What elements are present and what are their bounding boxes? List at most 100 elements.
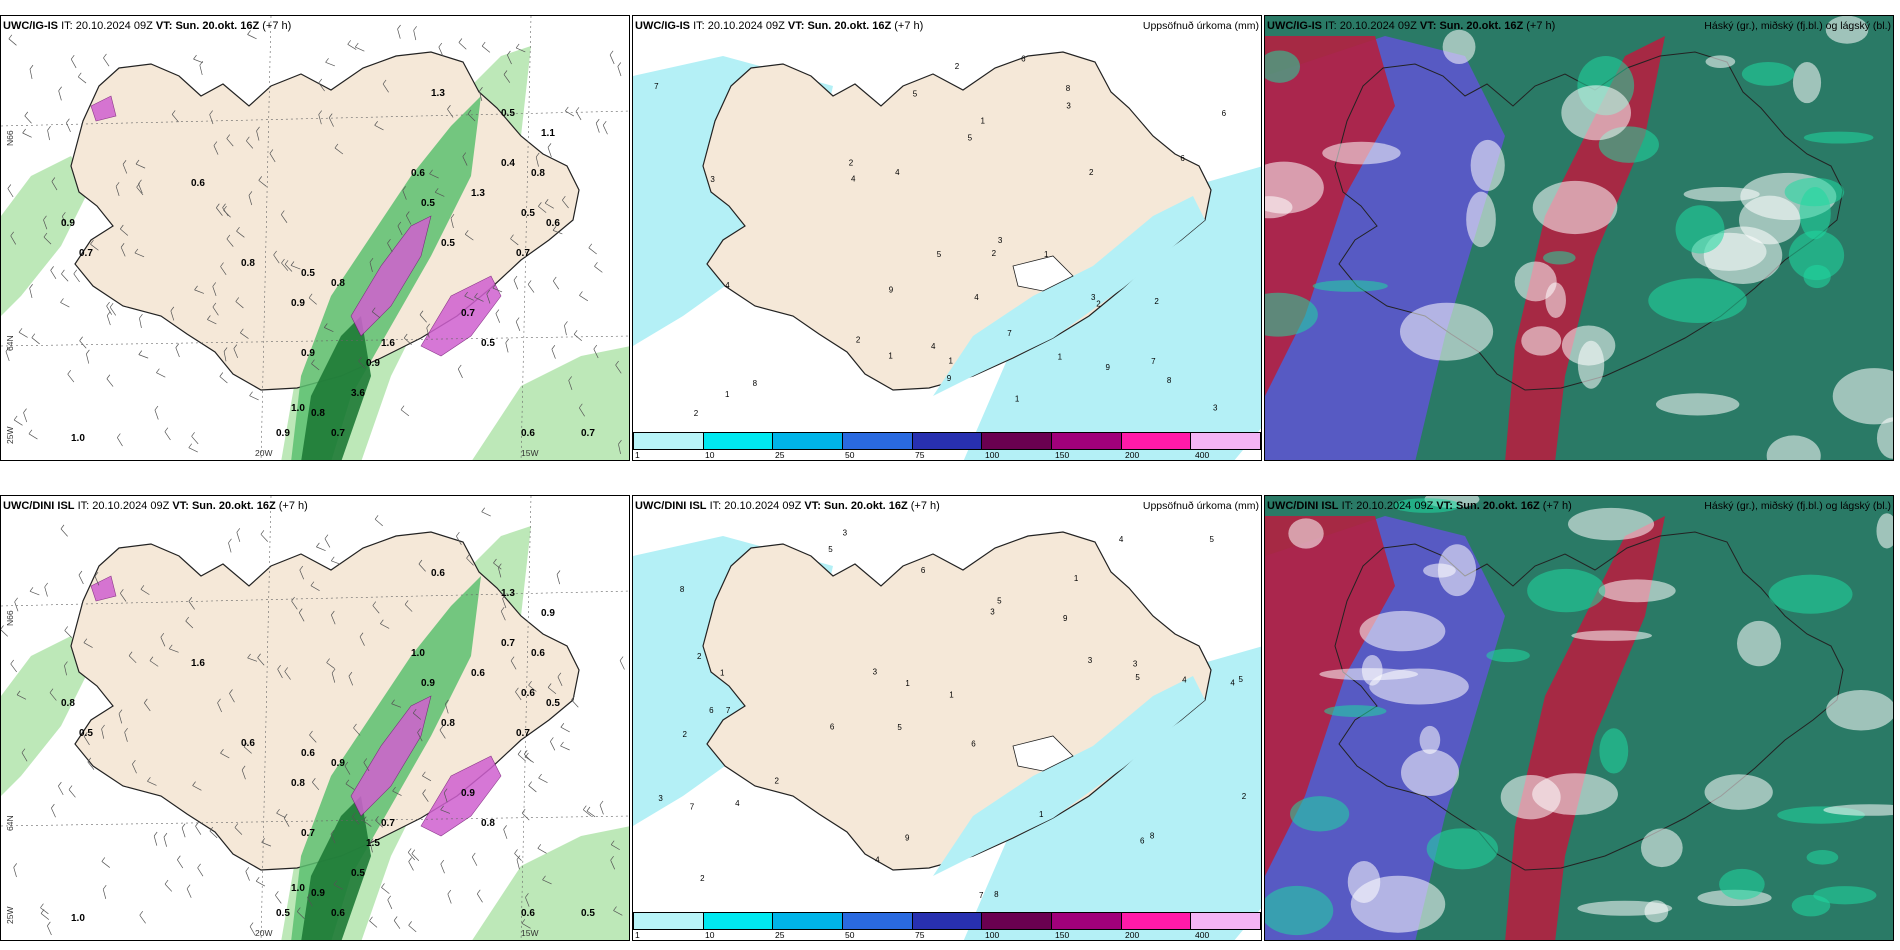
wind-barb xyxy=(372,605,380,614)
wind-barb-flag xyxy=(411,849,416,854)
wind-barb xyxy=(248,195,253,206)
wind-barb xyxy=(325,61,336,67)
wind-barb xyxy=(344,765,351,775)
wind-barb-flag xyxy=(351,812,356,818)
wind-barb xyxy=(283,817,290,827)
wind-barb xyxy=(207,319,217,325)
wind-barb-flag xyxy=(310,581,315,586)
cloud-patch xyxy=(1319,668,1419,681)
cloud-patch xyxy=(1288,518,1324,549)
wind-barb xyxy=(397,225,403,236)
wind-precip-map[interactable]: 1.0 0.9 0.7 0.6 0.8 0.5 1.1 0.4 1.3 0.6 0.5 0.5 1.6 3… xyxy=(1,16,630,461)
wind-barb xyxy=(94,576,100,586)
wind-barb xyxy=(281,262,289,271)
lon-label: 20W xyxy=(255,928,273,938)
wind-barb xyxy=(73,273,80,283)
wind-barb xyxy=(369,920,378,928)
wind-barb-flag xyxy=(586,806,591,812)
wind-barb-flag xyxy=(136,182,140,188)
precip-value-label: 4 xyxy=(1230,678,1235,687)
precip-value-label: 2 xyxy=(700,874,705,883)
wind-barb xyxy=(21,752,28,762)
precip-value-label: 0.6 xyxy=(521,908,535,919)
high-cloud-area xyxy=(1505,516,1665,940)
cloud-patch xyxy=(1799,187,1831,240)
precip-value-label: 0.6 xyxy=(331,908,345,919)
wind-barb-flag xyxy=(28,429,33,435)
wind-barb-flag xyxy=(500,606,505,612)
wind-barb xyxy=(140,589,150,595)
wind-precip-map[interactable]: 1.0 0.8 0.5 1.6 0.6 0.6 0.9 0.7 0.6 1.0 0.9 0.8 0.7 0… xyxy=(1,496,630,941)
panel-bot-right: UWC/DINI ISL IT: 20.10.2024 09Z VT: Sun.… xyxy=(1264,495,1894,941)
cloud-patch xyxy=(1470,139,1505,191)
wind-barb xyxy=(220,266,227,276)
wind-barb-flag xyxy=(564,321,568,326)
colorbar-tick-label: 400 xyxy=(1195,450,1210,460)
precip-value-label: 2 xyxy=(697,652,702,661)
wind-barb xyxy=(29,591,40,596)
wind-barb-flag xyxy=(70,54,75,60)
wind-barb xyxy=(154,409,159,420)
wind-barb-flag xyxy=(408,921,412,926)
wind-barb xyxy=(277,669,283,679)
precip-value-label: 0.9 xyxy=(366,358,380,369)
precip-value-label: 9 xyxy=(947,374,952,383)
wind-barb-flag xyxy=(609,50,614,56)
wind-barb-flag xyxy=(426,323,431,329)
wind-barb-flag xyxy=(434,188,439,193)
precip-value-label: 3 xyxy=(998,236,1003,245)
precip-value-label: 0.7 xyxy=(381,818,395,829)
wind-barb-flag xyxy=(109,302,114,308)
precip-value-label: 5 xyxy=(1135,673,1140,682)
precip-value-label: 9 xyxy=(905,834,910,843)
wind-barb-flag xyxy=(207,315,211,320)
wind-barb xyxy=(118,713,123,724)
wind-barb xyxy=(87,761,95,770)
wind-barb xyxy=(573,334,582,342)
wind-barb xyxy=(58,785,64,796)
cloud-patch xyxy=(1265,885,1334,936)
precip-value-label: 0.6 xyxy=(546,218,560,229)
graticule-line xyxy=(520,16,532,460)
wind-barb xyxy=(345,783,355,790)
precip-value-label: 0.6 xyxy=(471,668,485,679)
precip-value-label: 0.5 xyxy=(79,728,93,739)
precip-area xyxy=(1,636,91,796)
panel-top-right: UWC/IG-IS IT: 20.10.2024 09Z VT: Sun. 20… xyxy=(1264,15,1894,461)
wind-barb xyxy=(43,236,52,245)
wind-barb xyxy=(486,293,491,304)
wind-barb-flag xyxy=(462,152,467,157)
wind-barb xyxy=(220,752,230,759)
wind-barb-flag xyxy=(513,275,518,281)
wind-barb-flag xyxy=(51,177,56,182)
cloud-cover-map[interactable] xyxy=(1265,496,1894,941)
wind-barb-flag xyxy=(7,184,12,189)
wind-barb-flag xyxy=(120,589,124,594)
colorbar-segment xyxy=(634,913,704,929)
colorbar-segment xyxy=(773,433,844,449)
wind-barb xyxy=(245,871,250,881)
cloud-patch xyxy=(1392,498,1461,513)
wind-barb-flag xyxy=(495,309,500,314)
wind-barb-flag xyxy=(60,524,65,530)
wind-barb xyxy=(407,852,416,861)
precip-value-label: 0.6 xyxy=(431,568,445,579)
wind-barb-flag xyxy=(440,859,445,865)
colorbar-segment xyxy=(982,913,1053,929)
wind-barb xyxy=(47,925,52,936)
wind-barb-flag xyxy=(521,919,526,924)
wind-barb-flag xyxy=(256,126,260,132)
cloud-cover-map[interactable] xyxy=(1265,16,1894,461)
precip-value-label: 0.5 xyxy=(546,698,560,709)
wind-barb xyxy=(331,560,341,565)
wind-barb-flag xyxy=(16,690,21,696)
precip-value-label: 0.7 xyxy=(516,728,530,739)
snow-area xyxy=(90,95,117,122)
wind-barb-flag xyxy=(132,759,136,765)
wind-barb xyxy=(223,351,227,362)
wind-barb xyxy=(369,842,373,853)
cloud-patch xyxy=(1401,749,1460,796)
wind-barb-flag xyxy=(58,781,62,787)
